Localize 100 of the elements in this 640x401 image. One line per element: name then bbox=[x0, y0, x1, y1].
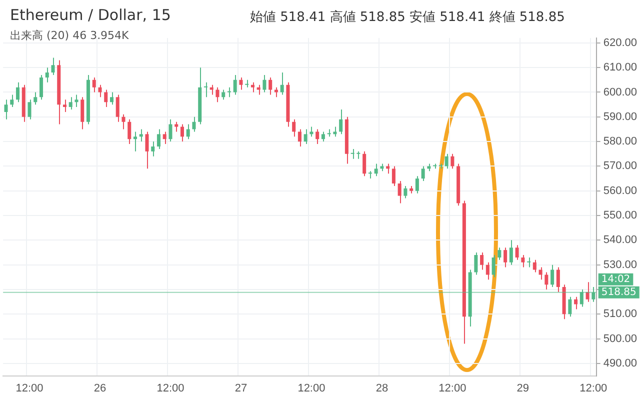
x-tick-label: 27 bbox=[234, 382, 248, 394]
candlestick bbox=[480, 252, 484, 270]
candlestick bbox=[404, 185, 408, 199]
x-tick-label: 29 bbox=[516, 382, 530, 394]
candlestick bbox=[568, 296, 572, 318]
candlestick bbox=[310, 126, 314, 138]
ref-line-label: 518.85 bbox=[601, 286, 636, 298]
candlestick bbox=[51, 57, 55, 76]
y-tick-label: 580.00 bbox=[603, 136, 638, 148]
candlestick bbox=[421, 166, 425, 182]
candlestick bbox=[592, 286, 596, 302]
y-tick-label: 510.00 bbox=[603, 308, 638, 320]
candlestick bbox=[509, 240, 513, 266]
candlestick bbox=[104, 89, 108, 108]
x-tick-label: 12:00 bbox=[156, 382, 184, 394]
candlestick bbox=[474, 252, 478, 276]
candlestick bbox=[262, 74, 266, 93]
y-tick-label: 500.00 bbox=[603, 332, 638, 345]
y-tick-label: 550.00 bbox=[603, 210, 638, 222]
candlestick bbox=[186, 124, 190, 140]
candlestick bbox=[450, 153, 454, 170]
candlestick bbox=[350, 148, 354, 160]
candlestick bbox=[10, 94, 14, 108]
candlestick bbox=[139, 128, 143, 142]
candlestick bbox=[39, 74, 44, 100]
y-tick-label: 540.00 bbox=[603, 234, 638, 246]
candlestick bbox=[74, 94, 78, 108]
candlestick bbox=[515, 244, 519, 260]
candlestick bbox=[210, 84, 214, 96]
candlestick bbox=[580, 289, 584, 308]
candlestick bbox=[444, 153, 448, 170]
candlestick bbox=[227, 86, 231, 98]
candlestick bbox=[192, 116, 196, 132]
x-tick-label: 12:00 bbox=[298, 382, 326, 394]
candlestick bbox=[386, 163, 390, 174]
candlestick bbox=[145, 131, 149, 170]
candlestick bbox=[556, 266, 560, 292]
candlestick bbox=[268, 76, 272, 96]
x-tick-label: 12:00 bbox=[580, 382, 608, 394]
candlestick bbox=[233, 74, 237, 96]
y-tick-label: 600.00 bbox=[603, 86, 638, 98]
candlestick bbox=[62, 99, 67, 112]
candlestick bbox=[374, 163, 378, 177]
candlestick bbox=[122, 114, 126, 130]
x-tick-label: 26 bbox=[94, 382, 106, 394]
candlestick bbox=[168, 118, 172, 142]
candlestick bbox=[151, 141, 155, 157]
candlestick bbox=[574, 296, 578, 310]
candlestick bbox=[98, 84, 102, 98]
candlestick bbox=[498, 247, 502, 260]
candlestick bbox=[128, 118, 132, 145]
candlestick bbox=[415, 176, 419, 194]
candlestick bbox=[339, 109, 343, 135]
candlestick bbox=[392, 166, 396, 186]
candlestick bbox=[80, 96, 84, 130]
y-tick-label: 590.00 bbox=[603, 110, 638, 123]
y-tick-label: 560.00 bbox=[603, 184, 638, 197]
candlestick bbox=[538, 266, 542, 280]
candlestick bbox=[204, 82, 208, 98]
candlestick bbox=[116, 94, 120, 122]
x-tick-label: 28 bbox=[376, 382, 388, 394]
candlestick bbox=[180, 124, 184, 142]
candlestick bbox=[4, 99, 8, 120]
candlestick bbox=[316, 128, 320, 145]
chart-subtitle: 始値 518.41 高値 518.85 安値 518.41 終値 518.85 bbox=[250, 9, 565, 26]
candlestick bbox=[304, 128, 308, 145]
candlestick bbox=[156, 128, 160, 150]
candlestick bbox=[256, 84, 260, 96]
candlestick bbox=[68, 96, 72, 110]
candlestick bbox=[250, 82, 254, 93]
chart-title: Ethereum / Dollar, 15 bbox=[10, 6, 171, 24]
candlestick bbox=[532, 259, 536, 273]
candlestick bbox=[398, 180, 402, 204]
candlestick bbox=[28, 99, 32, 120]
x-tick-label: 12:00 bbox=[438, 382, 466, 394]
candlestick bbox=[321, 131, 325, 142]
text: 14:02 bbox=[601, 274, 630, 285]
candlestick bbox=[586, 282, 590, 302]
y-tick-label: 530.00 bbox=[603, 258, 638, 271]
candlestick bbox=[292, 118, 296, 138]
x-tick-label: 12:00 bbox=[16, 382, 44, 394]
candlestick bbox=[521, 254, 525, 268]
y-tick-label: 570.00 bbox=[603, 160, 638, 172]
candlestick bbox=[492, 254, 496, 278]
candlestick bbox=[239, 76, 243, 90]
candlestick bbox=[504, 247, 508, 268]
candlestick bbox=[92, 76, 96, 93]
candlestick bbox=[280, 72, 284, 96]
candlestick bbox=[34, 92, 38, 106]
candlestick bbox=[162, 131, 166, 145]
candlestick bbox=[362, 150, 366, 177]
candlestick bbox=[527, 256, 531, 268]
candlestick bbox=[550, 264, 554, 288]
candlestick bbox=[333, 126, 337, 138]
candlestick bbox=[222, 89, 226, 100]
candlestick bbox=[110, 92, 114, 106]
candlestick bbox=[298, 128, 302, 147]
y-tick-label: 620.00 bbox=[603, 36, 638, 49]
y-tick-label: 490.00 bbox=[603, 358, 638, 370]
candlestick bbox=[544, 272, 548, 290]
